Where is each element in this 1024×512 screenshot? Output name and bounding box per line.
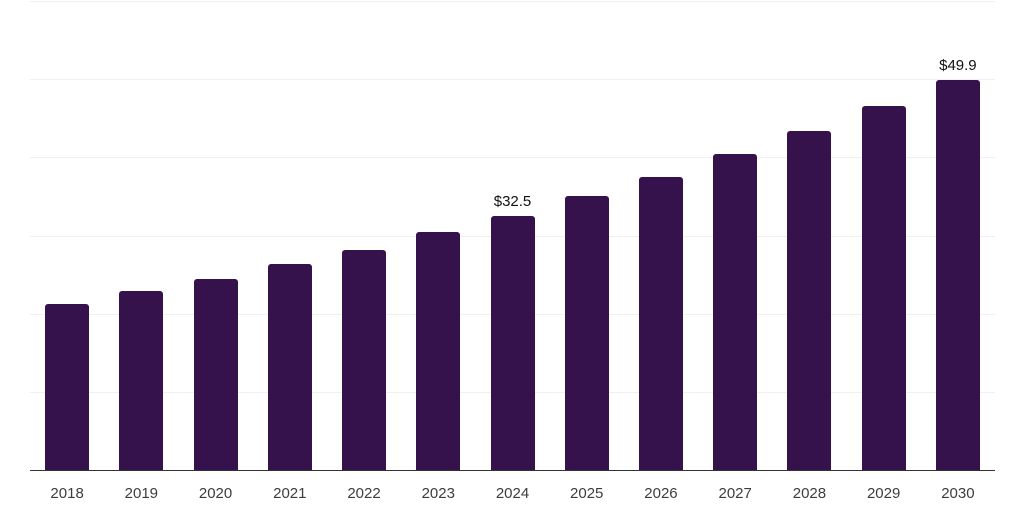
x-axis-label-2029: 2029 xyxy=(866,485,901,502)
data-label-2030: $49.9 xyxy=(939,57,977,74)
x-axis-label-2024: 2024 xyxy=(495,485,530,502)
x-axis-label-2028: 2028 xyxy=(792,485,827,502)
x-axis-label-2023: 2023 xyxy=(421,485,455,502)
bar-2018[interactable] xyxy=(45,304,89,470)
bar-2029[interactable] xyxy=(862,106,906,470)
data-label-2024: $32.5 xyxy=(493,193,532,210)
x-axis-label-2022: 2022 xyxy=(347,485,381,502)
bar-2027[interactable] xyxy=(713,154,757,470)
bar-2024[interactable] xyxy=(491,216,535,470)
bar-2025[interactable] xyxy=(565,196,609,470)
bar-2028[interactable] xyxy=(787,131,831,470)
bar-2030[interactable] xyxy=(936,80,980,470)
x-axis-label-2020: 2020 xyxy=(198,485,233,502)
x-axis-label-2030: 2030 xyxy=(941,485,975,502)
x-axis-label-2019: 2019 xyxy=(124,485,159,502)
bar-2021[interactable] xyxy=(268,264,312,470)
x-axis-label-2027: 2027 xyxy=(718,485,752,502)
x-axis-line xyxy=(30,470,995,471)
bar-2026[interactable] xyxy=(639,177,683,470)
plot-area: $32.5 $49.9 xyxy=(30,0,995,471)
x-axis-label-2021: 2021 xyxy=(273,485,307,502)
gridline-40 xyxy=(30,157,995,159)
x-axis-label-2025: 2025 xyxy=(570,485,604,502)
bar-2023[interactable] xyxy=(416,232,460,470)
x-axis-label-2018: 2018 xyxy=(50,485,84,502)
bar-2022[interactable] xyxy=(342,250,386,470)
bar-2019[interactable] xyxy=(119,291,163,470)
bar-2020[interactable] xyxy=(194,279,238,470)
gridline-50 xyxy=(30,79,995,81)
x-axis-label-2026: 2026 xyxy=(644,485,678,502)
gridline-60 xyxy=(30,1,995,2)
